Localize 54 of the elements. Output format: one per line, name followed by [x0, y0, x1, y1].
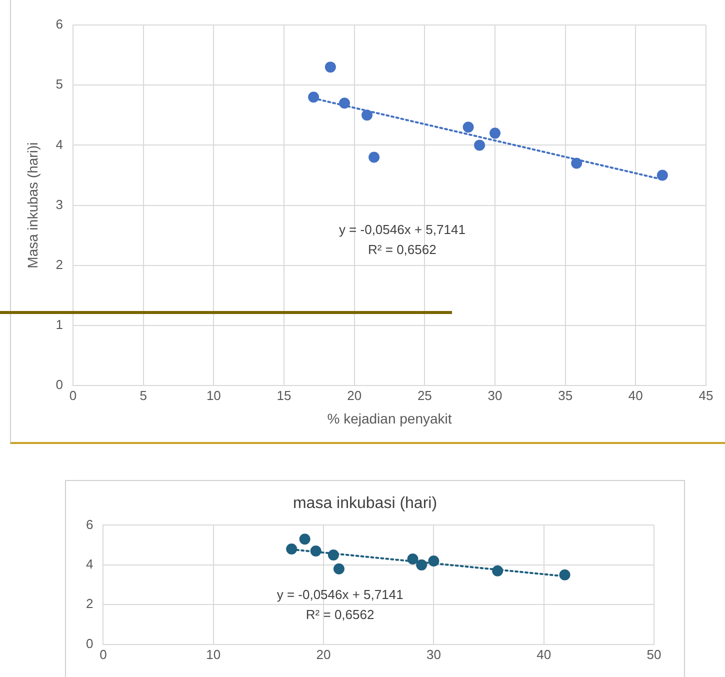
x-tick-label: 40: [628, 388, 643, 403]
point: [416, 559, 428, 570]
point: [490, 128, 501, 139]
point: [362, 110, 373, 121]
point: [474, 140, 486, 151]
y-tick-label: 2: [56, 256, 64, 272]
point: [299, 534, 310, 545]
x-tick-label: 10: [206, 646, 221, 662]
annotation: R² = 0,6562: [368, 242, 436, 258]
point: [559, 569, 570, 580]
x-tick-label: 40: [536, 646, 552, 662]
point: [286, 544, 298, 555]
point: [571, 158, 582, 169]
y-tick-label: 6: [56, 16, 64, 32]
point: [492, 565, 504, 576]
x-tick-label: 50: [646, 646, 662, 662]
x-tick-label: 0: [100, 646, 107, 662]
y-tick-label: 5: [56, 76, 64, 92]
x-tick-label: 25: [417, 388, 432, 403]
y-tick-label: 6: [86, 516, 94, 532]
point: [462, 122, 474, 133]
point: [310, 546, 322, 557]
y-axis-title: Masa inkubas (hari)i: [24, 142, 40, 268]
x-tick-label: 20: [316, 646, 331, 662]
x-tick-label: 20: [347, 388, 362, 403]
annotation: y = -0,0546x + 5,7141: [338, 222, 466, 238]
chart-title: masa inkubasi (hari): [292, 495, 438, 512]
x-tick-label: 30: [488, 388, 502, 403]
point: [428, 555, 440, 566]
x-tick-label: 45: [698, 388, 714, 403]
point: [324, 62, 336, 73]
y-tick-label: 4: [86, 556, 94, 572]
x-tick-label: 15: [276, 388, 292, 403]
y-tick-label: 0: [86, 636, 94, 651]
point: [656, 170, 668, 181]
y-tick-label: 2: [86, 596, 94, 612]
x-tick-label: 5: [140, 388, 147, 403]
point: [339, 98, 350, 109]
x-tick-label: 0: [69, 388, 77, 403]
x-tick-label: 10: [206, 388, 221, 403]
x-axis-title: % kejadian penyakit: [327, 410, 452, 426]
y-tick-label: 4: [56, 136, 64, 152]
point: [308, 92, 320, 103]
point: [328, 550, 339, 560]
annotation: R² = 0,6562: [306, 607, 374, 622]
point: [368, 152, 380, 163]
point: [333, 563, 344, 574]
y-tick-label: 3: [56, 196, 64, 212]
x-tick-label: 35: [558, 388, 573, 403]
annotation: y = -0,0546x + 5,7141: [276, 587, 404, 602]
point: [407, 553, 418, 564]
x-tick-label: 30: [426, 646, 441, 662]
y-tick-label: 0: [56, 377, 64, 392]
y-tick-label: 1: [56, 317, 64, 332]
